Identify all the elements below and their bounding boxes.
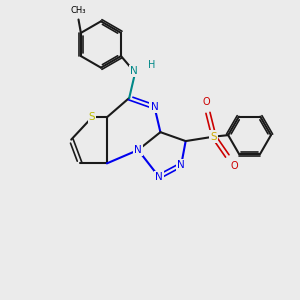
Text: O: O <box>203 98 210 107</box>
Text: O: O <box>231 161 238 171</box>
Text: N: N <box>151 102 158 112</box>
Text: CH₃: CH₃ <box>71 6 86 15</box>
Text: S: S <box>89 112 95 122</box>
Text: S: S <box>211 132 217 142</box>
Text: N: N <box>177 160 185 170</box>
Text: N: N <box>134 145 142 155</box>
Text: H: H <box>148 60 155 70</box>
Text: N: N <box>155 172 163 182</box>
Text: N: N <box>130 66 137 76</box>
